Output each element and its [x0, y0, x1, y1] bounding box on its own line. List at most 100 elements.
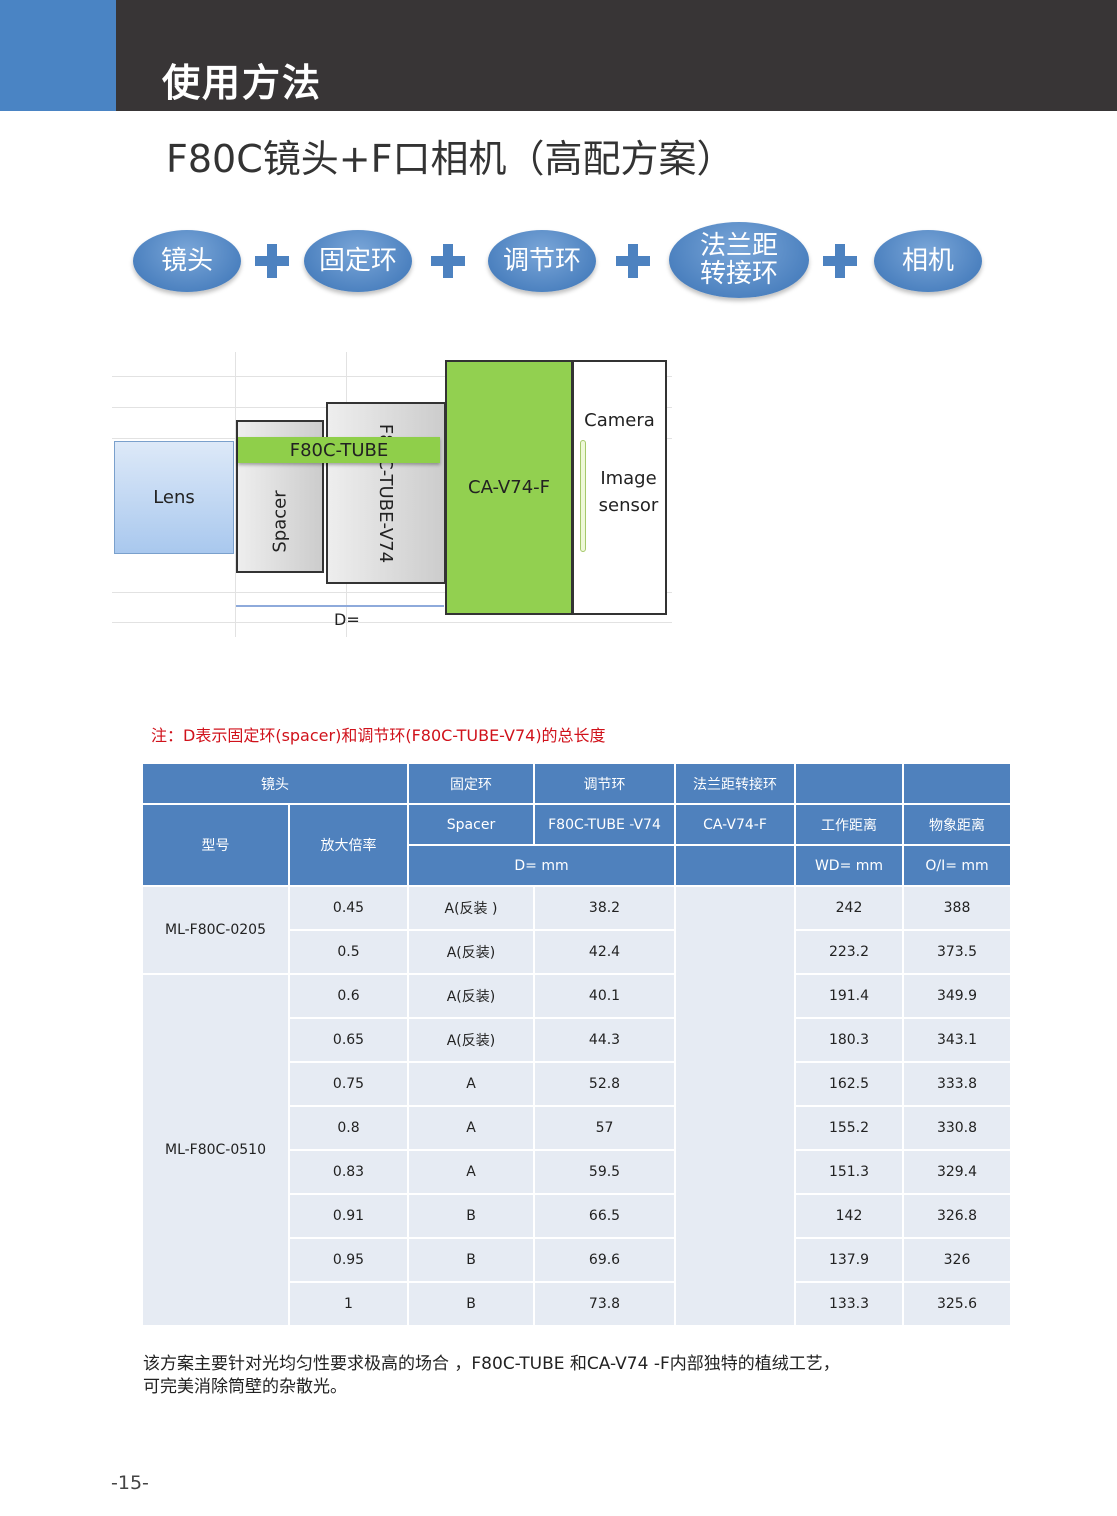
cell-object-image-distance: 326.8 — [902, 1193, 1012, 1239]
cell-working-distance: 137.9 — [794, 1237, 904, 1283]
cell-d-length: 59.5 — [533, 1149, 676, 1195]
cell-working-distance: 223.2 — [794, 929, 904, 975]
th-adapter: 法兰距转接环 — [674, 762, 796, 805]
cell-working-distance: 155.2 — [794, 1105, 904, 1151]
table-row: 0.65 A(反装) 44.3 180.3 343.1 — [142, 1017, 1012, 1063]
th-working-distance: 工作距离 — [794, 803, 904, 846]
plus-icon — [255, 244, 289, 278]
cell-d-length: 73.8 — [533, 1281, 676, 1327]
tube-label: F80C-TUBE — [289, 439, 389, 461]
cell-spacer: A — [407, 1105, 535, 1151]
cell-object-image-distance: 329.4 — [902, 1149, 1012, 1195]
cell-object-image-distance: 333.8 — [902, 1061, 1012, 1107]
cell-working-distance: 242 — [794, 885, 904, 931]
camera-label: Camera — [584, 410, 655, 431]
section-title: F80C镜头+F口相机（高配方案） — [166, 137, 735, 181]
page-title: 使用方法 — [162, 61, 323, 105]
th-d-unit: D= mm — [407, 844, 676, 887]
lens-block: Lens — [114, 441, 234, 554]
header-accent — [0, 0, 116, 111]
sensor-label: Image sensor — [598, 468, 659, 516]
table-row: 0.5 A(反装) 42.4 223.2 373.5 — [142, 929, 1012, 975]
flow-step-spacer: 固定环 — [304, 230, 412, 292]
table-row: ML-F80C-0510 0.6 A(反装) 40.1 191.4 349.9 — [141, 973, 1012, 1327]
flow-step-adapter: 法兰距 转接环 — [669, 222, 809, 298]
cell-spacer: A — [407, 1149, 535, 1195]
cell-object-image-distance: 373.5 — [902, 929, 1012, 975]
cell-model: ML-F80C-0510 — [141, 973, 290, 1327]
cell-d-length: 40.1 — [533, 973, 676, 1019]
cell-working-distance: 180.3 — [794, 1017, 904, 1063]
cell-magnification: 0.6 — [288, 973, 409, 1019]
adapter-block: CA-V74-F — [445, 360, 573, 615]
th-empty — [902, 762, 1012, 805]
tube-v74-block: F80C-TUBE-V74 — [326, 402, 446, 584]
cell-working-distance: 133.3 — [794, 1281, 904, 1327]
cell-spacer: A(反装) — [407, 973, 535, 1019]
th-spacer-part: Spacer — [407, 803, 535, 846]
th-tube: 调节环 — [533, 762, 676, 805]
cell-d-length: 66.5 — [533, 1193, 676, 1239]
th-model: 型号 — [141, 803, 290, 887]
cell-spacer: B — [407, 1193, 535, 1239]
table-row: 0.95 B 69.6 137.9 326 — [142, 1237, 1012, 1283]
cell-d-length: 52.8 — [533, 1061, 676, 1107]
cell-spacer: B — [407, 1281, 535, 1327]
plus-icon — [431, 244, 465, 278]
cell-working-distance: 151.3 — [794, 1149, 904, 1195]
cell-magnification: 0.5 — [288, 929, 409, 975]
cell-object-image-distance: 325.6 — [902, 1281, 1012, 1327]
th-wd-unit: WD= mm — [794, 844, 904, 887]
cell-d-length: 57 — [533, 1105, 676, 1151]
cell-working-distance: 142 — [794, 1193, 904, 1239]
header-bar — [116, 0, 1117, 111]
cell-working-distance: 162.5 — [794, 1061, 904, 1107]
note: 注：D表示固定环(spacer)和调节环(F80C-TUBE-V74)的总长度 — [151, 726, 606, 745]
page-number: -15- — [111, 1472, 149, 1494]
flow-step-camera: 相机 — [874, 230, 982, 292]
th-adapter-part: CA-V74-F — [674, 803, 796, 846]
table-row: ML-F80C-0205 0.45 A(反装 ) 38.2 242 388 — [141, 885, 1012, 1327]
cell-object-image-distance: 388 — [902, 885, 1012, 931]
cell-object-image-distance: 330.8 — [902, 1105, 1012, 1151]
plus-icon — [616, 244, 650, 278]
th-empty — [794, 762, 904, 805]
cell-magnification: 0.95 — [288, 1237, 409, 1283]
th-magnification: 放大倍率 — [288, 803, 409, 887]
cell-d-length: 69.6 — [533, 1237, 676, 1283]
dimension-arrow — [236, 605, 444, 607]
cell-spacer: B — [407, 1237, 535, 1283]
cell-d-length: 44.3 — [533, 1017, 676, 1063]
footer-description: 该方案主要针对光均匀性要求极高的场合 ，F80C-TUBE 和CA-V74 -F… — [143, 1354, 840, 1397]
table-row: 0.8 A 57 155.2 330.8 — [142, 1105, 1012, 1151]
th-tube-part: F80C-TUBE -V74 — [533, 803, 676, 846]
cell-d-length: 42.4 — [533, 929, 676, 975]
th-oi-unit: O/I= mm — [902, 844, 1012, 887]
table-row: 0.75 A 52.8 162.5 333.8 — [142, 1061, 1012, 1107]
cell-adapter — [674, 885, 796, 1327]
cell-spacer: A(反装 ) — [407, 885, 535, 931]
cell-working-distance: 191.4 — [794, 973, 904, 1019]
tube-label-bar: F80C-TUBE — [238, 437, 440, 463]
cell-object-image-distance: 326 — [902, 1237, 1012, 1283]
th-spacer: 固定环 — [407, 762, 535, 805]
cell-object-image-distance: 343.1 — [902, 1017, 1012, 1063]
th-object-image-distance: 物象距离 — [902, 803, 1012, 846]
table-row: 1 B 73.8 133.3 325.6 — [142, 1281, 1012, 1327]
cell-magnification: 0.91 — [288, 1193, 409, 1239]
assembly-diagram: Lens Spacer F80C-TUBE-V74 F80C-TUBE CA-V… — [112, 352, 672, 637]
plus-icon — [823, 244, 857, 278]
cell-spacer: A(反装) — [407, 1017, 535, 1063]
image-sensor-icon — [580, 440, 586, 552]
cell-model: ML-F80C-0205 — [141, 885, 290, 975]
table-row: 0.83 A 59.5 151.3 329.4 — [142, 1149, 1012, 1195]
cell-magnification: 0.65 — [288, 1017, 409, 1063]
spacer-label: Spacer — [269, 490, 291, 553]
cell-magnification: 0.83 — [288, 1149, 409, 1195]
cell-spacer: A(反装) — [407, 929, 535, 975]
th-lens: 镜头 — [141, 762, 409, 805]
cell-spacer: A — [407, 1061, 535, 1107]
adapter-label: CA-V74-F — [468, 477, 550, 498]
spec-table: 镜头 固定环 调节环 法兰距转接环 型号 放大倍率 Spacer F80C-TU… — [141, 762, 1012, 1327]
cell-d-length: 38.2 — [533, 885, 676, 931]
